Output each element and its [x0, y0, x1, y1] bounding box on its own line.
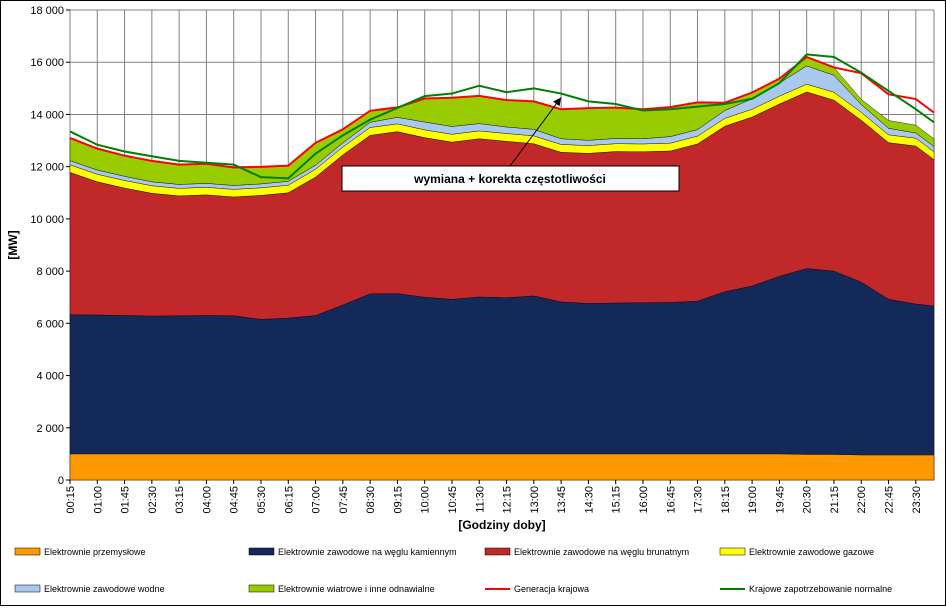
x-tick-label: 19:45 — [774, 486, 786, 514]
legend-label-0: Elektrownie przemysłowe — [44, 547, 146, 557]
x-tick-label: 18:15 — [720, 486, 732, 514]
x-tick-label: 23:30 — [911, 486, 923, 514]
legend-label-2: Elektrownie zawodowe na węglu brunatnym — [514, 547, 689, 557]
annotation-box — [341, 165, 680, 192]
x-tick-label: 13:45 — [556, 486, 568, 514]
x-tick-label: 04:00 — [201, 486, 213, 514]
annotation: wymiana + korekta częstotliwości — [341, 97, 680, 192]
x-tick-label: 10:45 — [447, 486, 459, 514]
x-tick-label: 13:00 — [529, 486, 541, 514]
legend-label-5: Elektrownie wiatrowe i inne odnawialne — [278, 584, 435, 594]
legend-swatch-5 — [248, 584, 275, 593]
y-tick-label: 12 000 — [30, 162, 64, 174]
stacked-areas — [69, 57, 935, 481]
x-tick-label: 20:30 — [802, 486, 814, 514]
annotation-arrowhead — [553, 97, 562, 107]
x-tick-label: 07:45 — [338, 486, 350, 514]
x-tick-label: 19:00 — [747, 486, 759, 514]
x-axis-ticks: 00:15 01:00 01:45 02:30 03:15 04:00 04:45 05:30… — [65, 480, 923, 514]
x-tick-label: 22:00 — [856, 486, 868, 514]
x-tick-label: 11:30 — [474, 486, 486, 513]
x-tick-label: 17:30 — [693, 486, 705, 514]
x-tick-label: 16:00 — [638, 486, 650, 514]
legend-swatch-2 — [484, 547, 511, 556]
legend-swatch-4 — [14, 584, 41, 593]
legend-swatch-1 — [248, 547, 275, 556]
y-tick-label: 6 000 — [36, 318, 64, 330]
line-series-1 — [69, 53, 935, 180]
y-tick-label: 8 000 — [36, 266, 64, 278]
legend-swatch-3 — [719, 547, 746, 556]
legend-label-7: Krajowe zapotrzebowanie normalne — [749, 584, 892, 594]
x-tick-label: 10:00 — [420, 486, 432, 514]
x-tick-label: 05:30 — [256, 486, 268, 514]
y-tick-label: 10 000 — [30, 214, 64, 226]
x-axis-title: [Godziny doby] — [458, 518, 545, 532]
legend-label-6: Generacja krajowa — [514, 584, 589, 594]
y-tick-label: 14 000 — [30, 109, 64, 121]
x-tick-label: 15:15 — [611, 486, 623, 514]
x-tick-label: 16:45 — [665, 486, 677, 514]
x-tick-label: 02:30 — [147, 486, 159, 514]
y-tick-label: 16 000 — [30, 57, 64, 69]
area-series-0 — [69, 453, 935, 481]
legend-label-3: Elektrownie zawodowe gazowe — [749, 547, 874, 557]
x-tick-label: 14:30 — [583, 486, 595, 514]
x-tick-label: 09:15 — [392, 486, 404, 514]
y-tick-label: 4 000 — [36, 371, 64, 383]
y-axis-ticks: 0 2 000 4 000 6 000 8 000 10 000 12 000 14 000 1… — [30, 5, 70, 487]
x-tick-label: 01:00 — [92, 486, 104, 514]
annotation-arrow — [509, 97, 562, 167]
x-tick-label: 04:45 — [229, 486, 241, 514]
y-tick-label: 18 000 — [30, 5, 64, 17]
legend-swatch-0 — [14, 547, 41, 556]
x-tick-label: 21:15 — [829, 486, 841, 514]
series-lines — [69, 53, 935, 180]
x-tick-label: 07:00 — [311, 486, 323, 514]
x-tick-label: 03:15 — [174, 486, 186, 514]
x-tick-label: 08:30 — [365, 486, 377, 514]
legend-label-1: Elektrownie zawodowe na węglu kamiennym — [278, 547, 457, 557]
x-tick-label: 01:45 — [120, 486, 132, 514]
x-tick-label: 00:15 — [65, 486, 77, 514]
y-tick-label: 0 — [58, 475, 64, 487]
annotation-text: wymiana + korekta częstotliwości — [413, 172, 606, 186]
x-tick-label: 06:15 — [283, 486, 295, 514]
legend-label-4: Elektrownie zawodowe wodne — [44, 584, 165, 594]
y-axis-title: [MW] — [6, 230, 20, 259]
x-tick-label: 12:15 — [502, 486, 514, 514]
legend: Elektrownie przemysłowe Elektrownie zawod… — [14, 547, 892, 594]
x-tick-label: 22:45 — [884, 486, 896, 514]
y-tick-label: 2 000 — [36, 423, 64, 435]
